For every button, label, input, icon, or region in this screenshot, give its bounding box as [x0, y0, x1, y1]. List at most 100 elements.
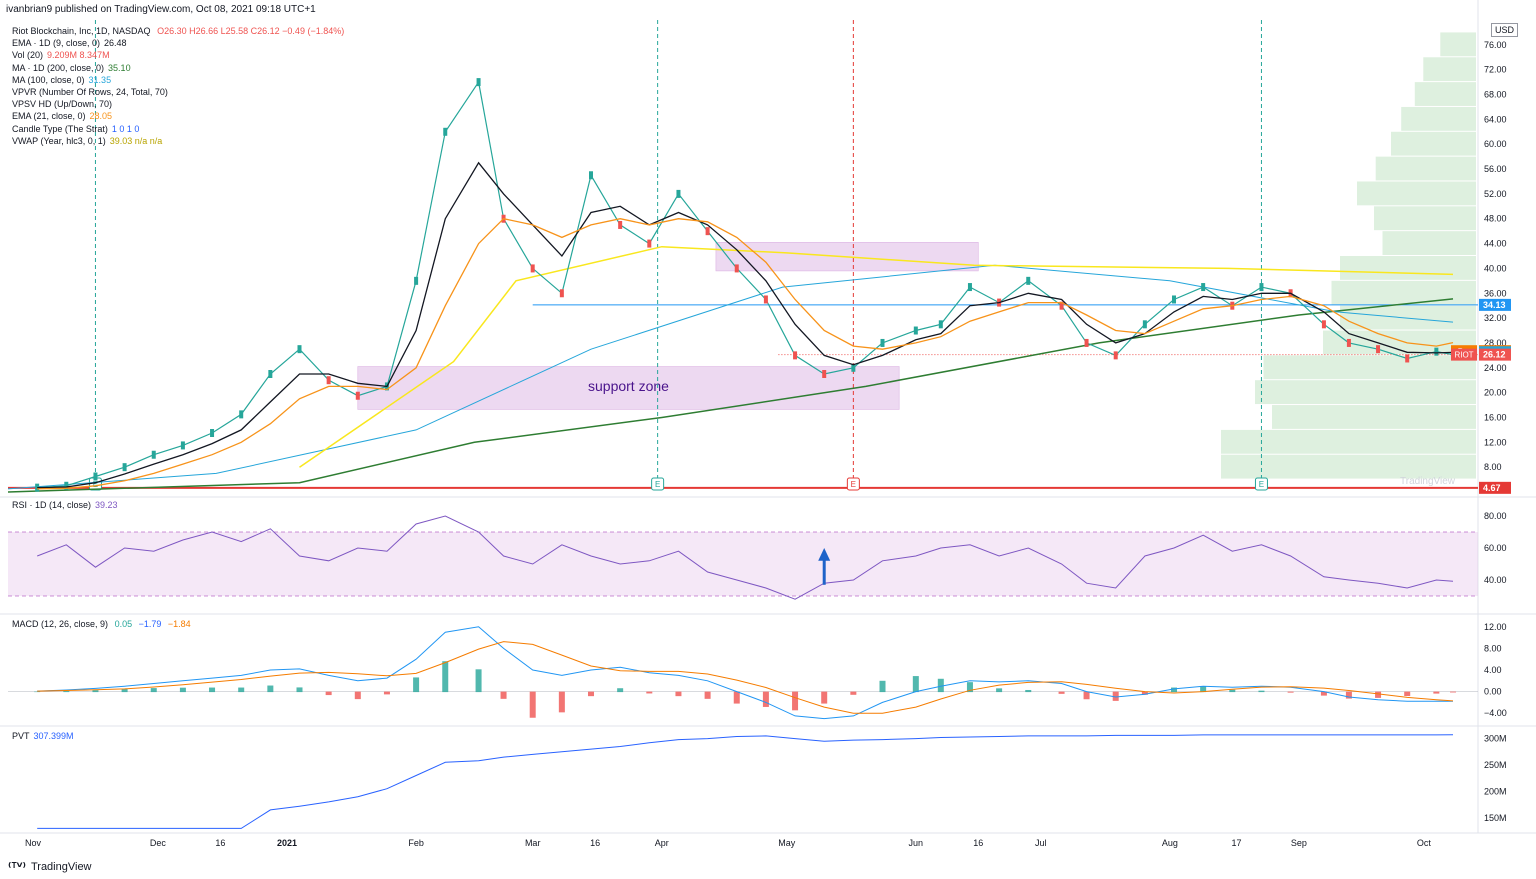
legend-indicator-row[interactable]: MA (100, close, 0) 31.35: [12, 74, 344, 86]
macd-tick-label: 0.00: [1484, 687, 1502, 697]
time-axis-label: Jul: [1035, 838, 1047, 848]
price-tick-label: 64.00: [1484, 114, 1507, 124]
macd-title: MACD (12, 26, close, 9): [12, 619, 109, 629]
legend-main-row[interactable]: Riot Blockchain, Inc, 1D, NASDAQ O26.30 …: [12, 25, 344, 37]
macd-histogram-bar: [1112, 691, 1119, 701]
macd-histogram-bar: [792, 691, 799, 711]
price-candle: [618, 220, 623, 229]
price-tick-label: 32.00: [1484, 313, 1507, 323]
price-candle: [180, 441, 185, 450]
volume-profile-bar: [1374, 206, 1476, 231]
currency-badge[interactable]: USD: [1491, 23, 1519, 37]
macd-histogram-bar: [1025, 689, 1032, 693]
support-zone-label: support zone: [588, 378, 669, 394]
published-header: ivanbrian9 published on TradingView.com,…: [6, 4, 316, 15]
price-candle: [297, 345, 302, 354]
macd-histogram-bar: [850, 691, 857, 695]
volume-profile-bar: [1382, 231, 1476, 255]
price-tick-label: 8.00: [1484, 462, 1502, 472]
macd-label[interactable]: MACD (12, 26, close, 9) 0.05 −1.79 −1.84: [12, 619, 191, 629]
macd-histogram-bar: [704, 691, 711, 699]
volume-profile-bar: [1391, 131, 1476, 156]
legend-indicator-label: Candle Type (The Strat): [12, 123, 108, 134]
price-candle: [530, 264, 535, 273]
price-candle: [1059, 301, 1064, 310]
time-axis-label: 16: [973, 838, 983, 848]
price-candle: [1259, 283, 1264, 292]
rsi-label[interactable]: RSI · 1D (14, close) 39.23: [12, 500, 118, 510]
volume-profile-bar: [1357, 181, 1476, 206]
earnings-marker-label: E: [851, 480, 856, 489]
legend-indicator-row[interactable]: EMA · 1D (9, close, 0) 26.48: [12, 37, 344, 49]
series-line-price: [37, 80, 1454, 489]
macd-histogram-bar: [996, 688, 1003, 693]
price-candle: [676, 189, 681, 198]
time-axis-label: Nov: [25, 838, 42, 848]
time-axis-label: Mar: [525, 838, 541, 848]
price-candle: [822, 370, 827, 378]
legend-indicator-label: MA (100, close, 0): [12, 74, 85, 85]
price-candle: [1321, 320, 1326, 329]
legend-indicator-row[interactable]: VWAP (Year, hlc3, 0, 1) 39.03 n/a n/a: [12, 135, 344, 147]
time-axis-label: Apr: [655, 838, 669, 848]
volume-profile-bar: [1375, 156, 1476, 181]
macd-histogram-bar: [762, 691, 769, 707]
macd-histogram-bar: [267, 685, 274, 693]
earnings-marker-label: E: [1259, 480, 1264, 489]
time-axis-label: Jun: [909, 838, 924, 848]
macd-histogram-bar: [1083, 691, 1090, 700]
pvt-tick-label: 300M: [1484, 734, 1507, 744]
support-zone-box: [357, 366, 900, 410]
tradingview-footer[interactable]: ⁽ᵀⱽ⁾ TradingView: [8, 860, 92, 874]
price-tick-label: 68.00: [1484, 90, 1507, 100]
macd-histogram-bar: [150, 688, 157, 693]
macd-histogram-bar: [879, 680, 886, 693]
legend-indicator-row[interactable]: VPSV HD (Up/Down, 70): [12, 98, 344, 110]
volume-profile-bar: [1221, 454, 1476, 479]
rsi-title: RSI · 1D (14, close): [12, 500, 92, 510]
earnings-marker: [651, 477, 665, 491]
macd-histogram-bar: [617, 688, 624, 693]
macd-tick-label: 8.00: [1484, 643, 1502, 653]
indicator-legend: Riot Blockchain, Inc, 1D, NASDAQ O26.30 …: [12, 25, 344, 147]
legend-indicator-label: VWAP (Year, hlc3, 0, 1): [12, 135, 106, 146]
legend-indicator-row[interactable]: MA · 1D (200, close, 0) 35.10: [12, 62, 344, 74]
legend-indicator-row[interactable]: VPVR (Number Of Rows, 24, Total, 70): [12, 86, 344, 98]
macd-histogram-bar: [733, 691, 740, 704]
series-line-ema21: [37, 217, 1454, 490]
macd-histogram-bar: [588, 691, 595, 697]
pvt-tick-label: 200M: [1484, 786, 1507, 796]
rsi-band: [8, 532, 1478, 596]
macd-histogram-bar: [675, 691, 682, 697]
macd-histogram-bar: [354, 691, 361, 700]
price-tick-label: 24.00: [1484, 363, 1507, 373]
legend-symbol: Riot Blockchain, Inc, 1D, NASDAQ: [12, 26, 151, 36]
tradingview-watermark: TradingView: [1400, 476, 1456, 487]
macd-histogram-bar: [1450, 691, 1457, 693]
legend-indicator-row[interactable]: Candle Type (The Strat) 1 0 1 0: [12, 123, 344, 135]
price-tick-label: 12.00: [1484, 437, 1507, 447]
macd-histogram-bar: [646, 691, 653, 694]
macd-tick-label: 4.00: [1484, 665, 1502, 675]
price-candle: [1172, 295, 1177, 304]
volume-profile-bar: [1221, 429, 1476, 454]
price-candle: [443, 127, 448, 136]
price-tick-label: 52.00: [1484, 189, 1507, 199]
price-tick-label: 60.00: [1484, 139, 1507, 149]
pvt-label[interactable]: PVT 307.399M: [12, 731, 74, 741]
price-candle: [1142, 320, 1147, 329]
macd-histogram-bar: [383, 691, 390, 695]
legend-indicator-value: 9.209M 8.347M: [47, 50, 110, 61]
pvt-tick-label: 150M: [1484, 813, 1507, 823]
macd-histogram-bar: [121, 688, 128, 693]
vwap-line: [299, 245, 1454, 468]
legend-indicator-row[interactable]: Vol (20) 9.209M 8.347M: [12, 49, 344, 61]
legend-indicator-row[interactable]: EMA (21, close, 0) 28.05: [12, 110, 344, 122]
legend-indicator-value: 31.35: [88, 74, 112, 85]
footer-brand: TradingView: [30, 861, 92, 873]
macd-histogram-bar: [179, 687, 186, 693]
earnings-marker: [1254, 477, 1268, 491]
macd-histogram-bar: [442, 661, 449, 693]
macd-histogram-bar: [912, 676, 919, 693]
macd-histogram-bar: [529, 691, 536, 718]
